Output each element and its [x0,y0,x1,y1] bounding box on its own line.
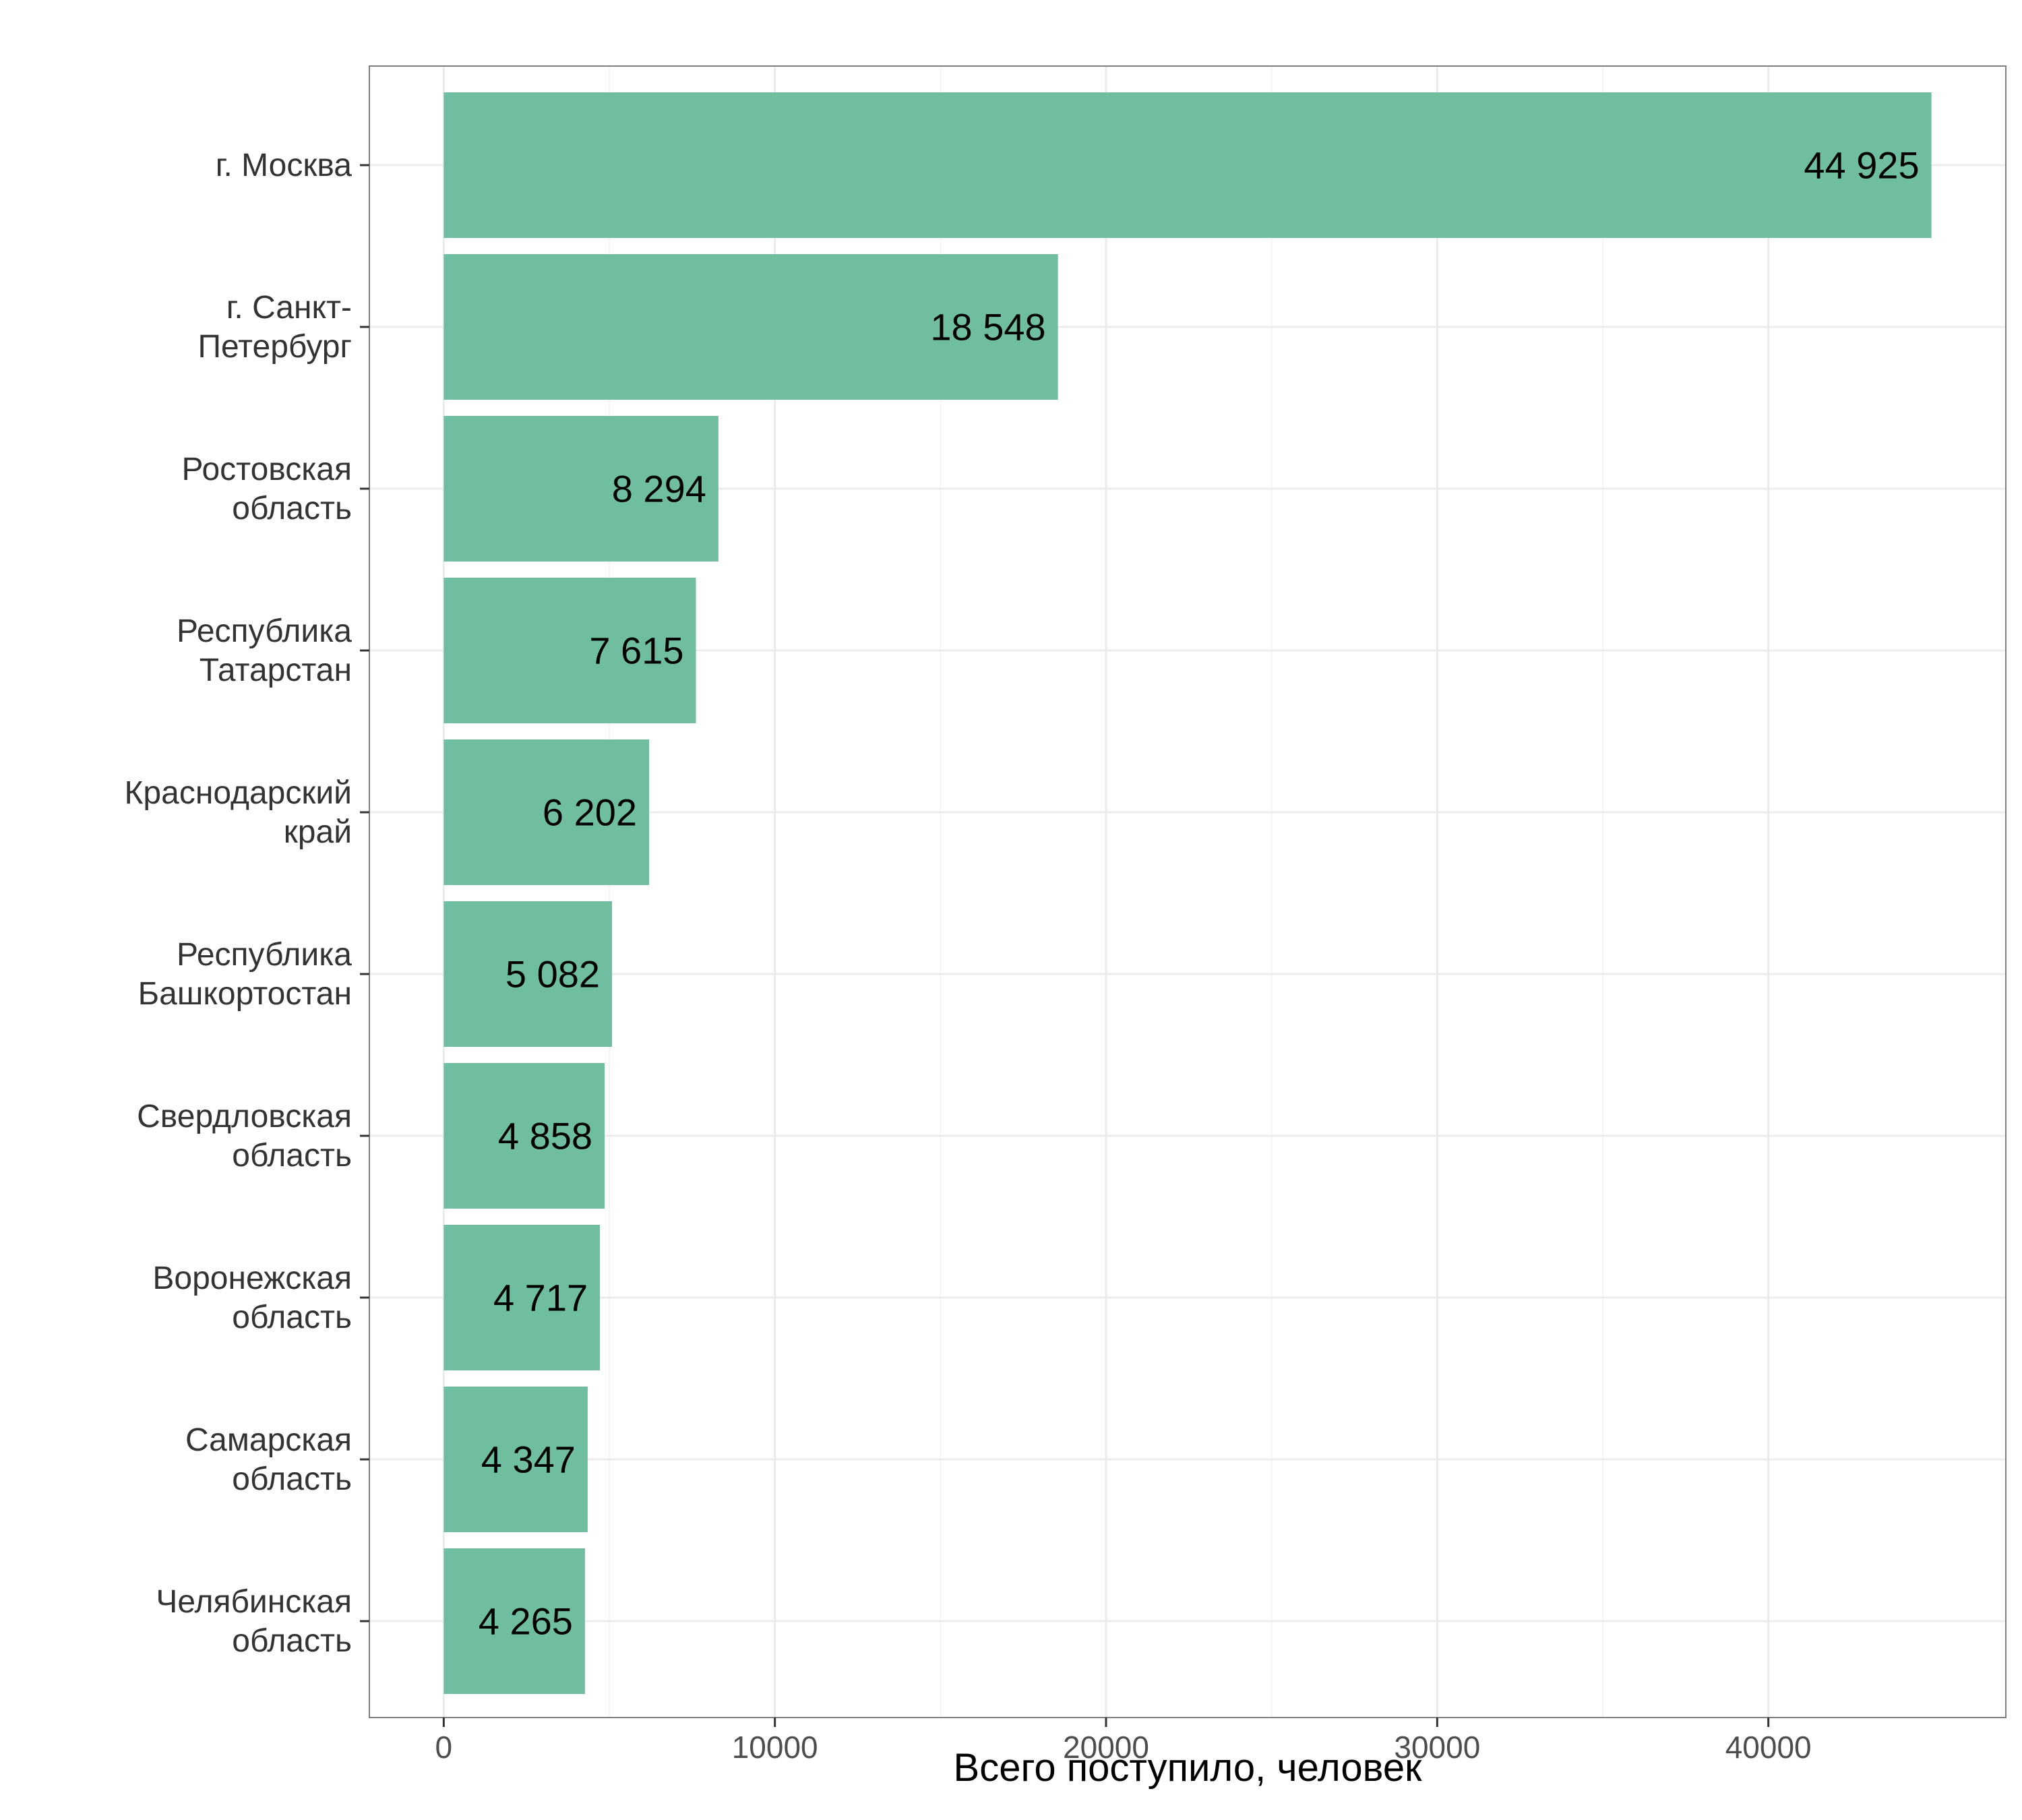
y-axis-category-label: Республика Башкортостан [138,937,353,1012]
bar [443,254,1058,400]
bar-value-label: 4 717 [493,1277,588,1319]
bar [443,901,613,1047]
bar-value-label: 5 082 [506,953,600,996]
bar-value-label: 4 347 [481,1438,576,1481]
x-axis: 0 10000 20000 30000 40000 [435,1718,1812,1765]
bar [443,739,650,885]
y-axis-category-label-line: Краснодарский [124,775,352,811]
bar-value-label: 4 265 [479,1600,573,1643]
y-axis-category-label-line: Республика [177,613,352,649]
y-axis: г. Москва г. Санкт-Петербург Ростовская обл… [124,148,369,1659]
bar [443,416,718,562]
y-axis-category-label: Ростовская область [182,452,352,526]
x-axis-tick-label: 0 [435,1730,453,1765]
bar [443,1063,605,1209]
y-axis-category-label: Краснодарский край [124,775,352,850]
y-axis-category-label-line: область [232,1300,352,1335]
bar [443,1387,588,1532]
y-axis-category-label-line: Башкортостан [138,976,352,1012]
y-axis-category-label-line: Петербург [197,329,352,365]
bars [443,92,1932,1694]
y-axis-category-label: г. Москва [216,148,353,183]
y-axis-category-label-line: Челябинская [156,1584,352,1620]
x-axis-tick-label: 30000 [1394,1730,1480,1765]
y-axis-category-label-line: край [284,814,352,850]
y-axis-category-label-line: Свердловская [137,1099,352,1134]
y-axis-category-label-line: Татарстан [200,653,352,688]
plot-panel-border [369,65,2006,1718]
x-axis-title: Всего поступило, человек [954,1746,1423,1790]
y-axis-category-label-line: Ростовская [182,452,352,487]
x-axis-tick-label: 20000 [1063,1730,1149,1765]
y-axis-category-label-line: Воронежская [152,1261,352,1296]
bar-value-label: 6 202 [543,791,637,834]
y-axis-category-label: Самарская область [185,1422,352,1497]
y-axis-category-label-line: область [232,1623,352,1659]
y-axis-category-label-line: область [232,491,352,526]
y-axis-category-label-line: г. Санкт- [226,290,352,326]
bar [443,578,696,723]
bar [443,1548,585,1694]
bar-value-label: 18 548 [930,306,1045,348]
y-axis-category-label: Челябинская область [156,1584,352,1659]
bar [443,1225,601,1370]
y-axis-category-label: Свердловская область [137,1099,352,1174]
y-axis-category-label: Воронежская область [152,1261,352,1335]
bar-value-label: 7 615 [589,630,683,672]
x-axis-tick-label: 10000 [732,1730,818,1765]
bar [443,92,1932,238]
y-axis-category-label-line: Самарская [185,1422,352,1458]
x-axis-tick-label: 40000 [1725,1730,1812,1765]
y-axis-category-label-line: Республика [177,937,352,973]
y-axis-category-label-line: г. Москва [216,148,353,183]
y-axis-category-label: Республика Татарстан [177,613,352,688]
bar-value-label: 8 294 [612,468,706,510]
bar-value-label: 44 925 [1804,144,1919,187]
y-axis-category-label-line: область [232,1461,352,1497]
y-axis-category-label: г. Санкт-Петербург [197,290,352,365]
bar-value-labels: 44 925 18 548 8 294 7 615 6 202 5 082 4 858 4 7… [479,144,1920,1643]
bar-value-label: 4 858 [498,1115,592,1157]
y-axis-category-label-line: область [232,1138,352,1174]
